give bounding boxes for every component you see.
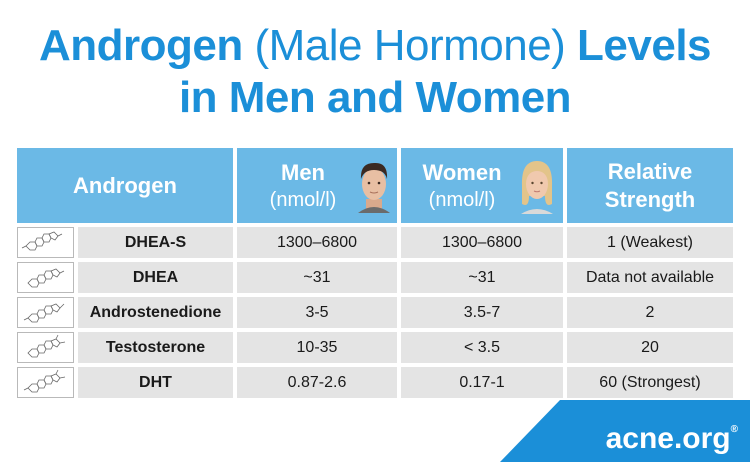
table-row: DHEA ~31 ~31 Data not available	[17, 262, 733, 293]
women-level: 3.5-7	[401, 297, 563, 328]
men-level: ~31	[237, 262, 397, 293]
header-androgen: Androgen	[17, 148, 233, 223]
men-level: 0.87-2.6	[237, 367, 397, 398]
table-row: Androstenedione 3-5 3.5-7 2	[17, 297, 733, 328]
header-men: Men (nmol/l)	[237, 148, 397, 223]
title-line-2: in Men and Women	[178, 73, 572, 122]
man-face-icon	[358, 162, 390, 213]
androgen-name: DHT	[78, 367, 233, 398]
header-relative-strength: Relative Strength	[567, 148, 733, 223]
steroid-molecule-icon	[17, 227, 74, 258]
brand-logo: acne.org®	[605, 422, 738, 455]
brand-footer: acne.org®	[500, 400, 750, 462]
men-level: 10-35	[237, 332, 397, 363]
men-level: 3-5	[237, 297, 397, 328]
androgen-name: Testosterone	[78, 332, 233, 363]
androgen-name: DHEA	[78, 262, 233, 293]
steroid-molecule-icon	[17, 332, 74, 363]
women-level: < 3.5	[401, 332, 563, 363]
relative-strength: Data not available	[567, 262, 733, 293]
table-row: Testosterone 10-35 < 3.5 20	[17, 332, 733, 363]
page-title: Androgen (Male Hormone) Levels in Men an…	[0, 20, 750, 124]
women-level: 1300–6800	[401, 227, 563, 258]
steroid-molecule-icon	[17, 262, 74, 293]
woman-face-icon	[521, 161, 553, 214]
header-women: Women (nmol/l)	[401, 148, 563, 223]
steroid-molecule-icon	[17, 367, 74, 398]
men-level: 1300–6800	[237, 227, 397, 258]
table-row: DHEA-S 1300–6800 1300–6800 1 (Weakest)	[17, 227, 733, 258]
androgen-name: Androstenedione	[78, 297, 233, 328]
androgen-name: DHEA-S	[78, 227, 233, 258]
steroid-molecule-icon	[17, 297, 74, 328]
table-row: DHT 0.87-2.6 0.17-1 60 (Strongest)	[17, 367, 733, 398]
relative-strength: 20	[567, 332, 733, 363]
relative-strength: 1 (Weakest)	[567, 227, 733, 258]
relative-strength: 2	[567, 297, 733, 328]
women-level: ~31	[401, 262, 563, 293]
women-level: 0.17-1	[401, 367, 563, 398]
relative-strength: 60 (Strongest)	[567, 367, 733, 398]
title-line-1: Androgen (Male Hormone) Levels	[38, 21, 712, 70]
